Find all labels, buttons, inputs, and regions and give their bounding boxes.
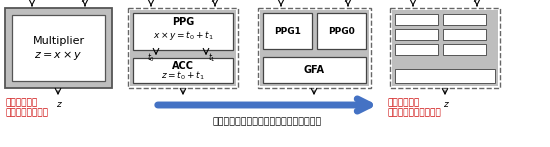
Text: GFA: GFA [304,65,325,75]
Text: PPG: PPG [172,17,194,27]
Text: $x \times y = t_0 + t_1$: $x \times y = t_0 + t_1$ [152,29,213,41]
Bar [12,15,105,81]
Text: $z = x \times y$: $z = x \times y$ [34,50,82,62]
Text: $t_0$: $t_0$ [147,52,155,65]
Text: x: x [277,0,283,2]
Text: 算術化された論理演算: 算術化された論理演算 [388,108,442,117]
Bar [317,13,366,49]
Bar [263,13,312,49]
Bar [443,14,486,25]
Text: 最上位記述：: 最上位記述： [5,98,37,107]
Bar [130,10,236,86]
Text: 個々の機能を算術演算として階層的に記述: 個々の機能を算術演算として階層的に記述 [212,117,322,126]
Text: x: x [28,0,34,2]
Bar [390,8,500,88]
Text: ACC: ACC [172,61,194,71]
Text: $z = t_0 + t_1$: $z = t_0 + t_1$ [161,70,205,82]
Bar [258,8,371,88]
Text: z: z [180,100,185,109]
Bar [128,8,238,88]
Text: z: z [312,100,316,109]
Bar [260,10,369,86]
Text: PPG1: PPG1 [274,26,301,35]
Bar [395,44,438,55]
Text: y: y [211,0,217,2]
Bar [443,44,486,55]
Text: y: y [81,0,87,2]
Text: y: y [474,0,478,2]
Bar [263,57,366,83]
Bar [133,13,233,50]
Text: x: x [147,0,153,2]
Bar [392,10,498,86]
Bar [443,29,486,40]
Text: $t_1$: $t_1$ [208,52,216,65]
Bar [395,69,495,83]
Bar [5,8,112,88]
Text: x: x [409,0,415,2]
Bar [133,58,233,83]
Text: z: z [443,100,447,109]
Text: z: z [56,100,60,109]
Text: PPG0: PPG0 [328,26,355,35]
Text: 設計する算術演算: 設計する算術演算 [5,108,48,117]
Bar [395,29,438,40]
Bar [395,14,438,25]
Text: y: y [344,0,350,2]
Text: 最下位記述：: 最下位記述： [388,98,420,107]
Text: Multiplier: Multiplier [32,36,85,46]
